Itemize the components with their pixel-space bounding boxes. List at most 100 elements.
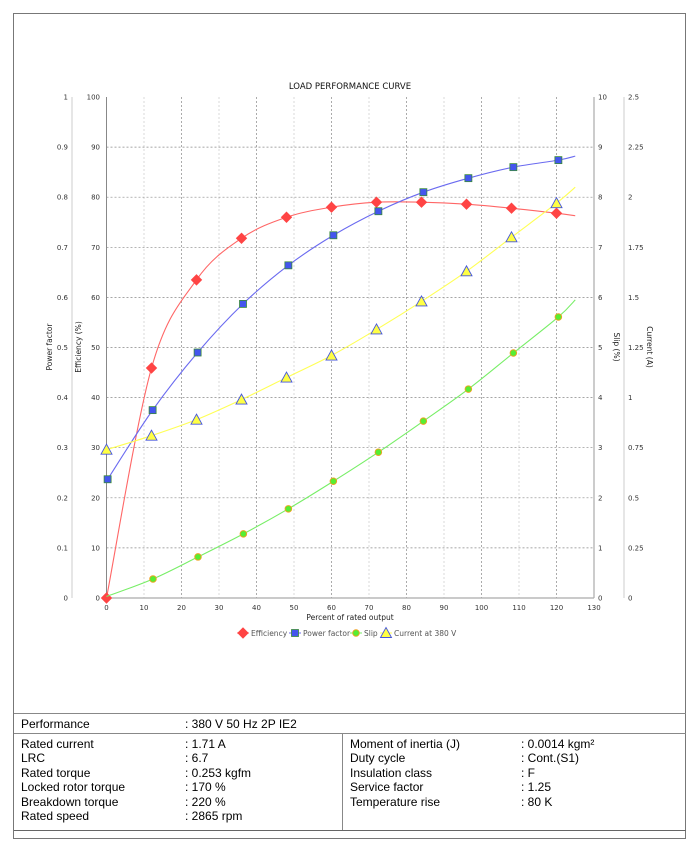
performance-label: Performance bbox=[21, 717, 90, 731]
power-factor-point bbox=[509, 163, 518, 172]
spec-value: : Cont.(S1) bbox=[521, 751, 580, 766]
spec-value: : 1.25 bbox=[521, 780, 552, 795]
spec-label: Insulation class bbox=[350, 765, 433, 780]
slip-tick-label: 6 bbox=[598, 294, 603, 302]
spec-label: Rated torque bbox=[21, 765, 91, 780]
series-efficiency bbox=[100, 196, 576, 604]
slip-point bbox=[284, 505, 293, 513]
legend-label: Slip bbox=[364, 629, 378, 638]
x-tick-label: 80 bbox=[402, 604, 411, 612]
slip-tick-label: 4 bbox=[598, 394, 603, 402]
efficiency-tick-label: 30 bbox=[91, 444, 100, 452]
performance-row: Performance : 380 V 50 Hz 2P IE2 bbox=[14, 714, 686, 734]
slip-axis-title: Slip (%) bbox=[612, 332, 621, 361]
current-tick-label: 0.75 bbox=[628, 444, 644, 452]
slip-tick-label: 0 bbox=[598, 595, 602, 603]
current-tick-label: 2 bbox=[628, 194, 632, 202]
legend-efficiency-icon bbox=[237, 627, 249, 639]
x-tick-label: 50 bbox=[290, 604, 299, 612]
current-at-380-v-point bbox=[370, 323, 383, 335]
spec-label: Locked rotor torque bbox=[21, 780, 126, 795]
current-tick-label: 2.25 bbox=[628, 144, 644, 152]
efficiency-tick-label: 80 bbox=[91, 194, 100, 202]
x-tick-label: 40 bbox=[252, 604, 261, 612]
current-at-380-v-point bbox=[325, 349, 338, 361]
spec-row: Temperature rise: 80 K bbox=[343, 795, 686, 809]
current-at-380-v-point bbox=[415, 294, 428, 307]
spec-label: Breakdown torque bbox=[21, 794, 119, 809]
efficiency-point bbox=[415, 196, 428, 208]
spec-row: Locked rotor torque : 170 % bbox=[14, 780, 342, 794]
slip-point bbox=[419, 417, 428, 425]
slip-tick-label: 9 bbox=[598, 144, 602, 152]
current-at-380-v-point bbox=[280, 371, 293, 383]
slip-tick-label: 10 bbox=[598, 94, 607, 102]
specs-right-column: Moment of inertia (J): 0.0014 kgm² Duty c… bbox=[343, 734, 686, 830]
power-factor-point bbox=[148, 406, 157, 415]
spec-value: : 0.253 kgfm bbox=[185, 765, 252, 780]
efficiency-tick-label: 10 bbox=[91, 544, 100, 552]
efficiency-point bbox=[145, 362, 158, 374]
current-tick-label: 1 bbox=[628, 394, 632, 402]
x-tick-label: 0 bbox=[104, 604, 108, 612]
specs-left-column: Rated current: 1.71 A LRC: 6.7 Rated torqu… bbox=[14, 734, 343, 830]
power-factor-tick-label: 0 bbox=[64, 595, 68, 603]
efficiency-tick-label: 0 bbox=[96, 595, 100, 603]
legend-power-factor-icon bbox=[291, 629, 299, 637]
current-at-380-v-point bbox=[460, 264, 473, 277]
spec-value: : 170 % bbox=[185, 780, 226, 795]
power-factor-tick-label: 0.9 bbox=[57, 144, 68, 152]
spec-row: Moment of inertia (J): 0.0014 kgm² bbox=[343, 737, 686, 751]
slip-point bbox=[509, 349, 518, 357]
efficiency-tick-label: 70 bbox=[91, 244, 100, 252]
series-slip bbox=[106, 299, 576, 598]
specs-table: Performance : 380 V 50 Hz 2P IE2 Rated c… bbox=[14, 713, 686, 831]
spec-label: Moment of inertia (J) bbox=[350, 737, 461, 751]
power-factor-tick-label: 1 bbox=[64, 94, 68, 102]
x-tick-label: 60 bbox=[327, 604, 336, 612]
slip-line bbox=[106, 299, 576, 598]
power-factor-point bbox=[284, 261, 293, 270]
efficiency-tick-label: 60 bbox=[91, 294, 100, 302]
slip-point bbox=[464, 385, 473, 393]
x-tick-label: 10 bbox=[140, 604, 149, 612]
x-axis-title: Percent of rated output bbox=[306, 613, 393, 622]
slip-tick-label: 5 bbox=[598, 344, 602, 352]
grid bbox=[106, 97, 594, 598]
power-factor-tick-label: 0.1 bbox=[57, 544, 68, 552]
efficiency-tick-label: 100 bbox=[87, 94, 100, 102]
efficiency-point bbox=[460, 198, 473, 210]
spec-value: : 2865 rpm bbox=[185, 808, 243, 823]
efficiency-point bbox=[325, 201, 338, 213]
legend-label: Power factor bbox=[303, 629, 351, 638]
efficiency-point bbox=[505, 202, 518, 214]
efficiency-tick-label: 90 bbox=[91, 144, 100, 152]
power-factor-point bbox=[239, 300, 247, 308]
current-tick-label: 1.75 bbox=[628, 244, 644, 252]
power-factor-tick-label: 0.8 bbox=[57, 194, 68, 202]
current-at-380-v-point bbox=[100, 443, 113, 455]
current-at-380-v-point bbox=[505, 230, 518, 243]
x-tick-label: 120 bbox=[550, 604, 563, 612]
slip-tick-label: 2 bbox=[598, 494, 602, 502]
efficiency-point bbox=[550, 207, 563, 219]
report-frame bbox=[13, 13, 686, 839]
slip-tick-label: 7 bbox=[598, 244, 602, 252]
spec-value: : 80 K bbox=[521, 794, 553, 809]
spec-label: Rated speed bbox=[21, 808, 90, 823]
current-tick-label: 0.5 bbox=[628, 494, 639, 502]
efficiency-tick-label: 50 bbox=[91, 344, 100, 352]
power-factor-tick-label: 0.4 bbox=[57, 394, 69, 402]
legend-item-slip: Slip bbox=[350, 629, 378, 638]
spec-label: LRC bbox=[21, 751, 46, 766]
spec-value: : 6.7 bbox=[185, 751, 209, 766]
x-tick-label: 100 bbox=[475, 604, 488, 612]
legend-label: Current at 380 V bbox=[394, 629, 457, 638]
spec-label: Duty cycle bbox=[350, 751, 406, 766]
current-axis-title: Current (A) bbox=[645, 326, 654, 368]
slip-point bbox=[374, 448, 383, 456]
slip-tick-label: 3 bbox=[598, 444, 602, 452]
chart-title: LOAD PERFORMANCE CURVE bbox=[289, 82, 411, 92]
spec-row: Breakdown torque: 220 % bbox=[14, 795, 342, 809]
